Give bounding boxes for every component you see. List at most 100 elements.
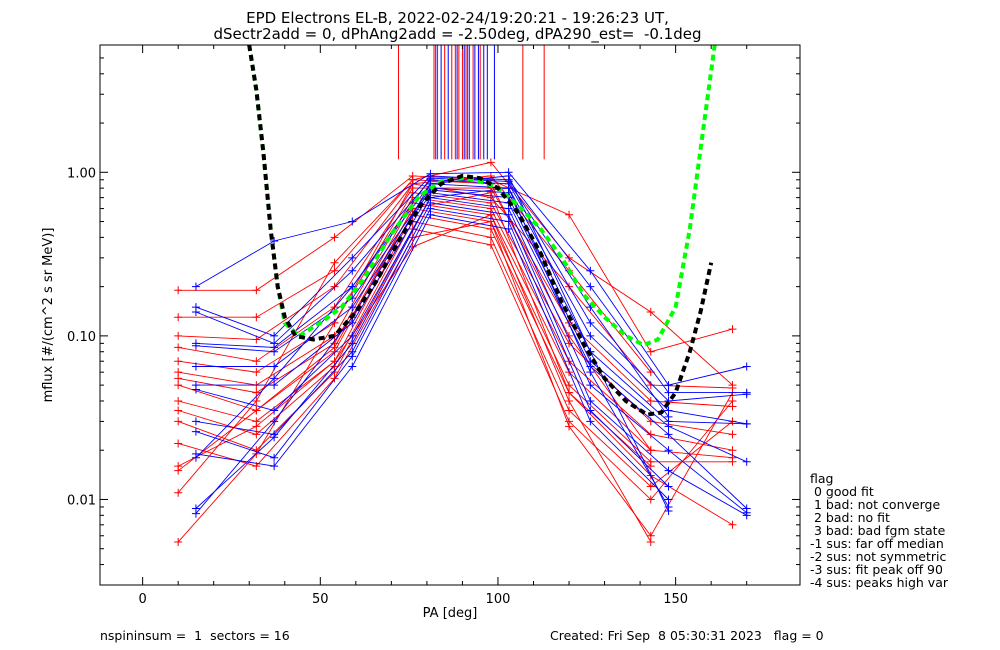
data-point	[348, 339, 357, 348]
data-point	[252, 357, 261, 366]
data-point	[270, 433, 279, 442]
data-point	[348, 253, 357, 262]
data-point	[252, 368, 261, 377]
data-point	[191, 453, 200, 462]
data-point	[348, 303, 357, 312]
data-point	[664, 482, 673, 491]
data-point	[565, 253, 574, 262]
data-point	[270, 362, 279, 371]
series-line	[195, 175, 669, 514]
data-point	[646, 446, 655, 455]
series-line	[178, 192, 733, 435]
data-point	[270, 381, 279, 390]
data-point	[191, 307, 200, 316]
data-point	[486, 158, 495, 167]
data-point	[348, 352, 357, 361]
series-line	[178, 208, 733, 463]
data-point	[565, 339, 574, 348]
series-line	[195, 189, 747, 463]
series-line	[195, 202, 747, 516]
data-point	[742, 362, 751, 371]
data-point	[191, 385, 200, 394]
chart-title-line1: EPD Electrons EL-B, 2022-02-24/19:20:21 …	[246, 9, 669, 27]
data-point	[270, 462, 279, 471]
data-point	[664, 507, 673, 516]
x-tick-label: 0	[138, 592, 146, 607]
data-point	[664, 430, 673, 439]
series-line	[178, 228, 733, 501]
data-point	[348, 217, 357, 226]
data-point	[565, 388, 574, 397]
data-point	[586, 368, 595, 377]
data-point	[174, 537, 183, 546]
data-point	[565, 210, 574, 219]
data-point	[174, 396, 183, 405]
series-line	[195, 177, 669, 459]
series-line	[195, 187, 669, 509]
data-point	[252, 313, 261, 322]
series-line	[177, 175, 652, 543]
series-line	[195, 197, 747, 514]
data-point	[565, 396, 574, 405]
series-line	[195, 214, 669, 500]
data-point	[728, 430, 737, 439]
data-point	[728, 457, 737, 466]
data-point	[586, 396, 595, 405]
legend-item: 3 bad: bad fgm state	[810, 523, 946, 538]
axes: 0 50 100 150 0.01 0.10 1.00 PA [deg] mflux [#/(c…	[41, 44, 800, 621]
series-line	[195, 179, 747, 402]
data-point	[252, 396, 261, 405]
plot-frame	[99, 44, 801, 586]
data-point	[252, 406, 261, 415]
data-point	[174, 406, 183, 415]
data-point	[646, 381, 655, 390]
data-point	[174, 417, 183, 426]
series-line	[178, 187, 733, 407]
x-tick-label: 150	[663, 592, 688, 607]
data-point	[174, 331, 183, 340]
data-point	[586, 417, 595, 426]
data-point	[486, 233, 495, 242]
data-point	[504, 225, 513, 234]
data-point	[191, 427, 200, 436]
data-point	[664, 412, 673, 421]
series-line	[195, 208, 669, 487]
peak-marker-lines	[397, 45, 545, 160]
data-point	[191, 417, 200, 426]
data-point	[174, 466, 183, 475]
data-point	[174, 374, 183, 383]
data-point	[348, 266, 357, 275]
data-point	[664, 466, 673, 475]
legend-item: -3 sus: fit peak off 90	[810, 562, 943, 577]
data-point	[565, 406, 574, 415]
legend-item: 1 bad: not converge	[810, 497, 941, 512]
y-axis-label: mflux [#/(cm^2 s sr MeV)]	[41, 228, 56, 403]
data-point	[728, 396, 737, 405]
data-point	[174, 439, 183, 448]
y-tick-label: 0.01	[67, 493, 96, 508]
data-point	[330, 258, 339, 267]
series-line	[178, 202, 733, 459]
data-point	[191, 282, 200, 291]
data-point	[742, 511, 751, 520]
data-point	[330, 266, 339, 275]
series-line	[178, 183, 733, 389]
data-point	[426, 210, 435, 219]
data-point	[646, 495, 655, 504]
data-point	[174, 488, 183, 497]
data-point	[646, 537, 655, 546]
data-point	[664, 422, 673, 431]
data-point	[664, 381, 673, 390]
series-line	[178, 220, 733, 537]
data-point	[252, 286, 261, 295]
flag-legend: flag 0 good fit 1 bad: not converge 2 ba…	[810, 472, 948, 589]
data-point	[504, 217, 513, 226]
data-point	[330, 343, 339, 352]
data-point	[742, 390, 751, 399]
black-fit-curve	[247, 45, 714, 417]
series-line	[178, 175, 733, 353]
series-line	[178, 161, 733, 386]
data-point	[408, 179, 417, 188]
data-point	[646, 396, 655, 405]
